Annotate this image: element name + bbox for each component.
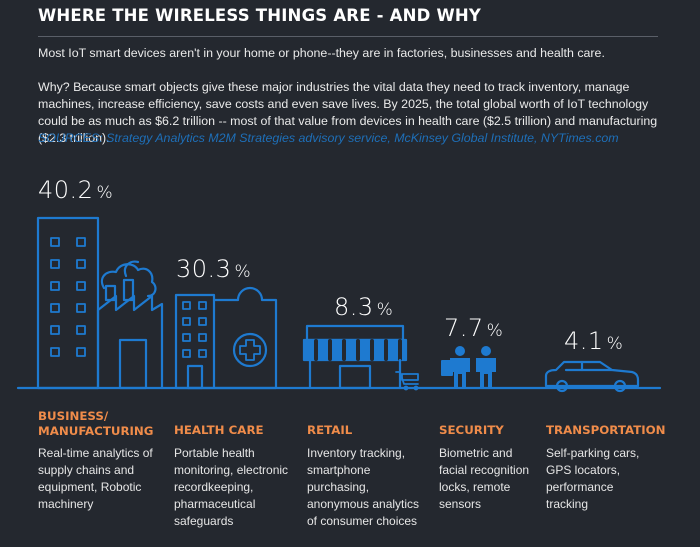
factory-icon	[36, 216, 164, 390]
sector-category-security: SECURITY	[439, 423, 504, 437]
sector-category-health-care: HEALTH CARE	[174, 423, 264, 437]
sector-description: Biometric and facial recognition locks, …	[439, 446, 530, 511]
car-icon	[544, 360, 640, 393]
sector-percent: 8.3%	[334, 293, 394, 321]
sector-category-business: BUSINESS/ MANUFACTURING	[38, 409, 154, 438]
sector-description: Real-time analytics of supply chains and…	[38, 446, 153, 511]
sector-percent: 7.7%	[444, 314, 504, 342]
sector-description: Portable health monitoring, electronic r…	[174, 446, 289, 528]
sector-percent: 40.2%	[38, 176, 114, 204]
sector-category-transportation: TRANSPORTATION	[546, 423, 666, 437]
storefront-icon	[302, 324, 419, 391]
sector-description: Inventory tracking, smartphone purchasin…	[307, 446, 420, 528]
hospital-icon	[174, 286, 278, 390]
sector-percent: 4.1%	[564, 327, 624, 355]
intro-lead: Most IoT smart devices aren't in your ho…	[38, 46, 605, 60]
sector-percent: 30.3%	[176, 255, 252, 283]
sector-category-retail: RETAIL	[307, 423, 353, 437]
page-title: WHERE THE WIRELESS THINGS ARE - AND WHY	[38, 6, 481, 25]
sector-description: Self-parking cars, GPS locators, perform…	[546, 446, 640, 511]
title-divider	[38, 36, 658, 37]
sources-credit: SOURCES: Strategy Analytics M2M Strategi…	[38, 131, 619, 145]
intro-body: Why? Because smart objects give these ma…	[38, 80, 658, 145]
security-guards-icon	[441, 346, 496, 388]
